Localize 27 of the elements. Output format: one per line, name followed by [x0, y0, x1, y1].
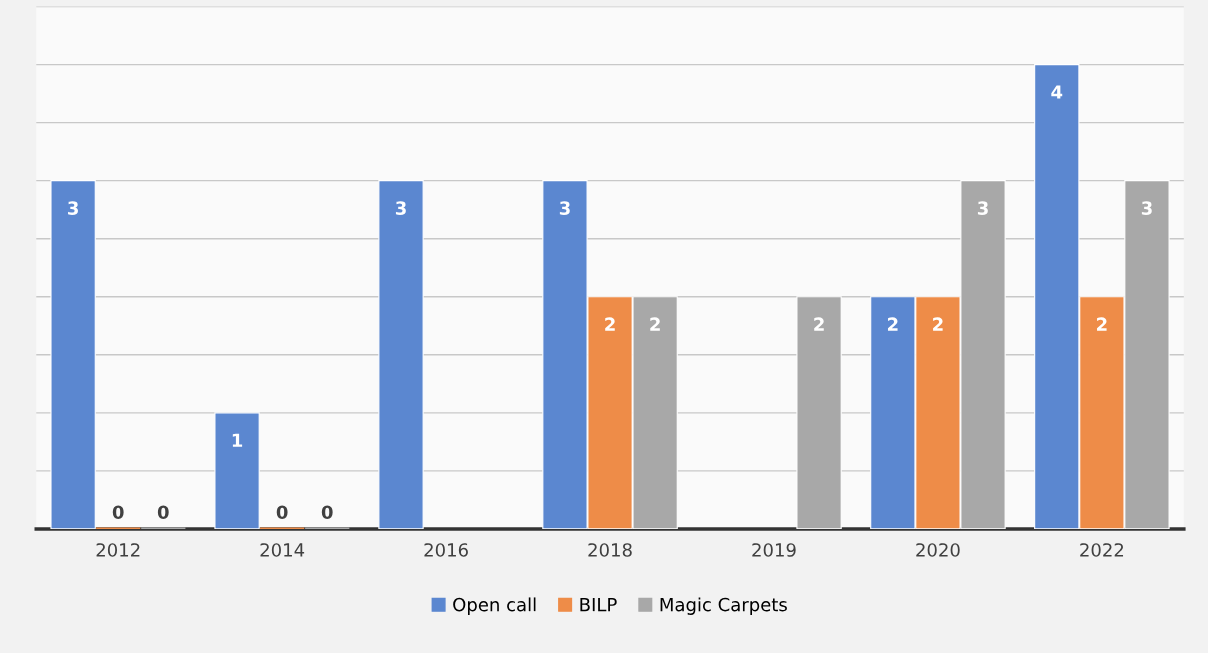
data-label: 3	[1141, 201, 1152, 215]
data-label: 3	[68, 201, 78, 215]
x-tick-label: 2019	[752, 543, 796, 557]
legend-label: Open call	[453, 597, 536, 615]
x-tick-label: 2012	[96, 543, 140, 557]
data-label: 0	[321, 505, 333, 520]
data-label: 1	[232, 433, 243, 447]
data-label: 2	[887, 317, 898, 331]
data-label: 2	[605, 317, 615, 331]
data-label: 0	[157, 505, 169, 520]
data-label: 0	[276, 505, 288, 520]
legend-label: BILP	[580, 597, 617, 612]
x-tick-label: 2018	[588, 543, 632, 557]
data-label: 2	[814, 317, 824, 331]
x-tick-label: 2016	[424, 543, 468, 557]
data-label: 3	[395, 201, 406, 215]
legend-label: Magic Carpets	[660, 597, 787, 615]
data-label: 0	[112, 505, 124, 520]
data-label: 2	[650, 317, 660, 331]
x-tick-label: 2020	[916, 543, 960, 557]
x-tick-label: 2014	[260, 543, 305, 557]
data-label: 3	[559, 201, 570, 215]
x-tick-label: 2022	[1080, 543, 1124, 557]
data-label: 3	[977, 201, 988, 215]
data-label: 2	[933, 317, 943, 331]
data-label: 2	[1097, 317, 1107, 331]
data-label: 4	[1051, 85, 1063, 99]
